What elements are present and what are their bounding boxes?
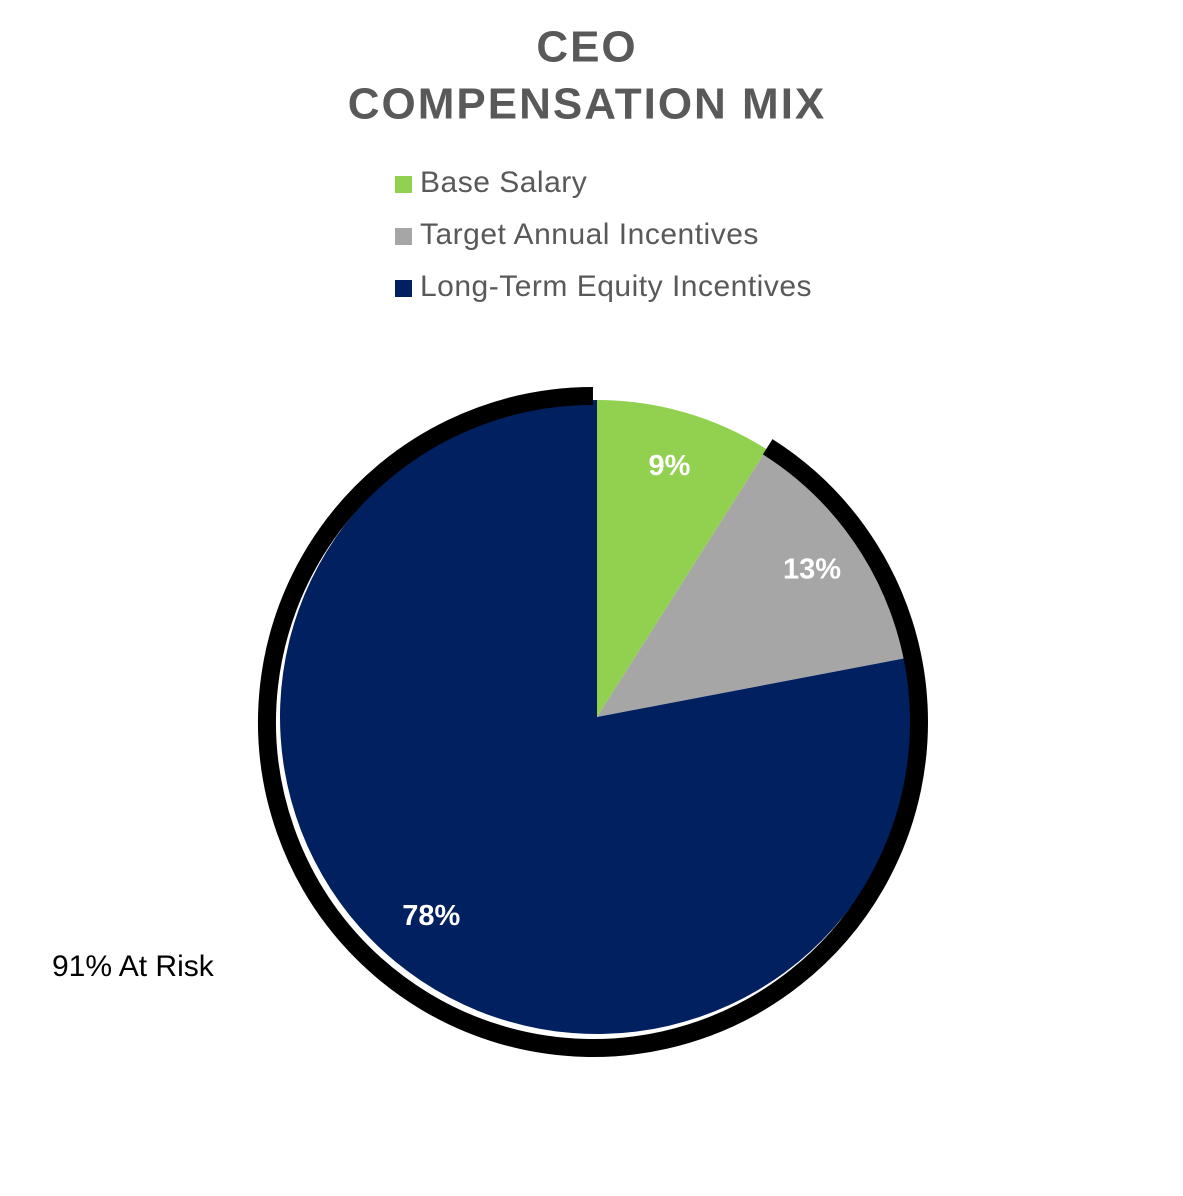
- value-label: 78%: [402, 900, 460, 932]
- pie-slice: [597, 400, 767, 717]
- pie-slice: [597, 449, 909, 717]
- legend-swatch: [395, 280, 412, 297]
- chart-title: COMPENSATION MIX: [348, 80, 827, 129]
- legend-label: Target Annual Incentives: [420, 218, 759, 251]
- value-label: 13%: [783, 554, 841, 586]
- legend-label: Base Salary: [420, 166, 587, 199]
- legend-label: Long-Term Equity Incentives: [420, 270, 812, 303]
- value-label: 9%: [649, 450, 691, 482]
- chart-title: CEO: [536, 23, 637, 72]
- pie-slice: [280, 400, 914, 1034]
- legend-swatch: [395, 176, 412, 193]
- at-risk-arc: [258, 387, 928, 1057]
- annotation: 91% At Risk: [52, 950, 215, 983]
- legend-swatch: [395, 228, 412, 245]
